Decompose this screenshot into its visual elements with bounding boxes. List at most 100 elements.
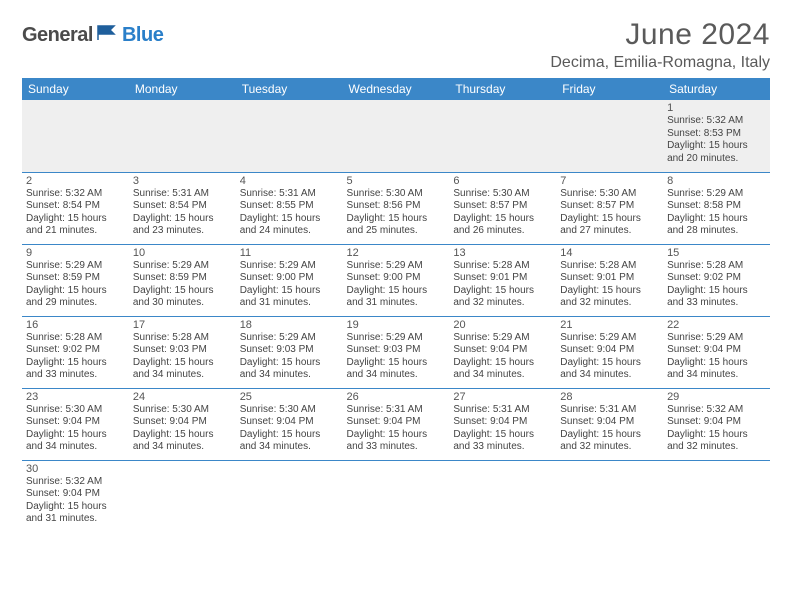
sunset-text: Sunset: 9:04 PM bbox=[667, 416, 766, 429]
sunset-text: Sunset: 9:02 PM bbox=[667, 272, 766, 285]
day-info: Sunrise: 5:30 AMSunset: 8:57 PMDaylight:… bbox=[453, 188, 552, 238]
daylight-text: Daylight: 15 hours and 30 minutes. bbox=[133, 285, 232, 310]
weekday-header: Thursday bbox=[449, 78, 556, 100]
sunrise-text: Sunrise: 5:31 AM bbox=[560, 404, 659, 417]
calendar-cell: 6Sunrise: 5:30 AMSunset: 8:57 PMDaylight… bbox=[449, 172, 556, 244]
day-number: 6 bbox=[453, 175, 552, 187]
day-number: 8 bbox=[667, 175, 766, 187]
calendar-cell: 21Sunrise: 5:29 AMSunset: 9:04 PMDayligh… bbox=[556, 316, 663, 388]
daylight-text: Daylight: 15 hours and 31 minutes. bbox=[240, 285, 339, 310]
sunrise-text: Sunrise: 5:29 AM bbox=[347, 260, 446, 273]
daylight-text: Daylight: 15 hours and 33 minutes. bbox=[667, 285, 766, 310]
calendar-cell: 27Sunrise: 5:31 AMSunset: 9:04 PMDayligh… bbox=[449, 388, 556, 460]
sunrise-text: Sunrise: 5:29 AM bbox=[453, 332, 552, 345]
calendar-cell: 20Sunrise: 5:29 AMSunset: 9:04 PMDayligh… bbox=[449, 316, 556, 388]
daylight-text: Daylight: 15 hours and 31 minutes. bbox=[347, 285, 446, 310]
daylight-text: Daylight: 15 hours and 25 minutes. bbox=[347, 213, 446, 238]
calendar-cell: 14Sunrise: 5:28 AMSunset: 9:01 PMDayligh… bbox=[556, 244, 663, 316]
sunrise-text: Sunrise: 5:29 AM bbox=[667, 332, 766, 345]
weekday-header: Saturday bbox=[663, 78, 770, 100]
day-number: 27 bbox=[453, 391, 552, 403]
daylight-text: Daylight: 15 hours and 33 minutes. bbox=[453, 429, 552, 454]
calendar-cell: 25Sunrise: 5:30 AMSunset: 9:04 PMDayligh… bbox=[236, 388, 343, 460]
sunrise-text: Sunrise: 5:30 AM bbox=[133, 404, 232, 417]
sunset-text: Sunset: 9:04 PM bbox=[26, 488, 125, 501]
daylight-text: Daylight: 15 hours and 34 minutes. bbox=[347, 357, 446, 382]
day-info: Sunrise: 5:29 AMSunset: 8:59 PMDaylight:… bbox=[133, 260, 232, 310]
calendar-cell: 24Sunrise: 5:30 AMSunset: 9:04 PMDayligh… bbox=[129, 388, 236, 460]
calendar-cell: 3Sunrise: 5:31 AMSunset: 8:54 PMDaylight… bbox=[129, 172, 236, 244]
day-info: Sunrise: 5:31 AMSunset: 9:04 PMDaylight:… bbox=[453, 404, 552, 454]
daylight-text: Daylight: 15 hours and 34 minutes. bbox=[667, 357, 766, 382]
day-number: 21 bbox=[560, 319, 659, 331]
day-info: Sunrise: 5:28 AMSunset: 9:01 PMDaylight:… bbox=[453, 260, 552, 310]
calendar-row: 23Sunrise: 5:30 AMSunset: 9:04 PMDayligh… bbox=[22, 388, 770, 460]
calendar-cell bbox=[556, 100, 663, 172]
calendar-cell: 8Sunrise: 5:29 AMSunset: 8:58 PMDaylight… bbox=[663, 172, 770, 244]
weekday-header: Sunday bbox=[22, 78, 129, 100]
day-info: Sunrise: 5:31 AMSunset: 8:55 PMDaylight:… bbox=[240, 188, 339, 238]
month-title: June 2024 bbox=[550, 18, 770, 52]
sunset-text: Sunset: 9:00 PM bbox=[240, 272, 339, 285]
calendar-cell: 30Sunrise: 5:32 AMSunset: 9:04 PMDayligh… bbox=[22, 460, 129, 532]
sunrise-text: Sunrise: 5:32 AM bbox=[26, 476, 125, 489]
sunrise-text: Sunrise: 5:32 AM bbox=[667, 404, 766, 417]
day-info: Sunrise: 5:31 AMSunset: 9:04 PMDaylight:… bbox=[560, 404, 659, 454]
sunset-text: Sunset: 9:04 PM bbox=[560, 344, 659, 357]
daylight-text: Daylight: 15 hours and 21 minutes. bbox=[26, 213, 125, 238]
calendar-cell: 2Sunrise: 5:32 AMSunset: 8:54 PMDaylight… bbox=[22, 172, 129, 244]
day-number: 13 bbox=[453, 247, 552, 259]
sunrise-text: Sunrise: 5:30 AM bbox=[240, 404, 339, 417]
daylight-text: Daylight: 15 hours and 24 minutes. bbox=[240, 213, 339, 238]
sunrise-text: Sunrise: 5:31 AM bbox=[453, 404, 552, 417]
sunset-text: Sunset: 8:54 PM bbox=[133, 200, 232, 213]
sunrise-text: Sunrise: 5:29 AM bbox=[667, 188, 766, 201]
title-block: June 2024 Decima, Emilia-Romagna, Italy bbox=[550, 18, 770, 72]
sunrise-text: Sunrise: 5:29 AM bbox=[26, 260, 125, 273]
sunrise-text: Sunrise: 5:29 AM bbox=[240, 260, 339, 273]
sunset-text: Sunset: 8:54 PM bbox=[26, 200, 125, 213]
day-number: 15 bbox=[667, 247, 766, 259]
day-info: Sunrise: 5:28 AMSunset: 9:01 PMDaylight:… bbox=[560, 260, 659, 310]
day-info: Sunrise: 5:30 AMSunset: 9:04 PMDaylight:… bbox=[133, 404, 232, 454]
day-number: 1 bbox=[667, 102, 766, 114]
calendar-cell: 15Sunrise: 5:28 AMSunset: 9:02 PMDayligh… bbox=[663, 244, 770, 316]
location-text: Decima, Emilia-Romagna, Italy bbox=[550, 54, 770, 72]
sunset-text: Sunset: 9:04 PM bbox=[133, 416, 232, 429]
day-info: Sunrise: 5:31 AMSunset: 8:54 PMDaylight:… bbox=[133, 188, 232, 238]
calendar-cell: 22Sunrise: 5:29 AMSunset: 9:04 PMDayligh… bbox=[663, 316, 770, 388]
day-number: 9 bbox=[26, 247, 125, 259]
day-number: 14 bbox=[560, 247, 659, 259]
sunrise-text: Sunrise: 5:28 AM bbox=[133, 332, 232, 345]
sunrise-text: Sunrise: 5:32 AM bbox=[667, 115, 766, 128]
calendar-cell: 12Sunrise: 5:29 AMSunset: 9:00 PMDayligh… bbox=[343, 244, 450, 316]
sunset-text: Sunset: 9:03 PM bbox=[240, 344, 339, 357]
calendar-cell: 16Sunrise: 5:28 AMSunset: 9:02 PMDayligh… bbox=[22, 316, 129, 388]
calendar-cell bbox=[343, 460, 450, 532]
sunset-text: Sunset: 9:00 PM bbox=[347, 272, 446, 285]
day-info: Sunrise: 5:29 AMSunset: 9:04 PMDaylight:… bbox=[453, 332, 552, 382]
daylight-text: Daylight: 15 hours and 26 minutes. bbox=[453, 213, 552, 238]
sunset-text: Sunset: 8:56 PM bbox=[347, 200, 446, 213]
daylight-text: Daylight: 15 hours and 33 minutes. bbox=[26, 357, 125, 382]
day-number: 2 bbox=[26, 175, 125, 187]
sunset-text: Sunset: 9:03 PM bbox=[133, 344, 232, 357]
header: General Blue June 2024 Decima, Emilia-Ro… bbox=[22, 18, 770, 72]
daylight-text: Daylight: 15 hours and 32 minutes. bbox=[453, 285, 552, 310]
sunrise-text: Sunrise: 5:30 AM bbox=[26, 404, 125, 417]
day-number: 22 bbox=[667, 319, 766, 331]
calendar-cell: 7Sunrise: 5:30 AMSunset: 8:57 PMDaylight… bbox=[556, 172, 663, 244]
logo: General Blue bbox=[22, 24, 163, 47]
calendar-cell: 4Sunrise: 5:31 AMSunset: 8:55 PMDaylight… bbox=[236, 172, 343, 244]
sunrise-text: Sunrise: 5:30 AM bbox=[347, 188, 446, 201]
sunset-text: Sunset: 8:58 PM bbox=[667, 200, 766, 213]
calendar-row: 2Sunrise: 5:32 AMSunset: 8:54 PMDaylight… bbox=[22, 172, 770, 244]
sunset-text: Sunset: 9:04 PM bbox=[26, 416, 125, 429]
sunset-text: Sunset: 8:59 PM bbox=[26, 272, 125, 285]
weekday-header: Tuesday bbox=[236, 78, 343, 100]
sunset-text: Sunset: 9:02 PM bbox=[26, 344, 125, 357]
sunrise-text: Sunrise: 5:29 AM bbox=[133, 260, 232, 273]
sunrise-text: Sunrise: 5:28 AM bbox=[26, 332, 125, 345]
calendar-cell bbox=[129, 100, 236, 172]
day-info: Sunrise: 5:30 AMSunset: 8:57 PMDaylight:… bbox=[560, 188, 659, 238]
